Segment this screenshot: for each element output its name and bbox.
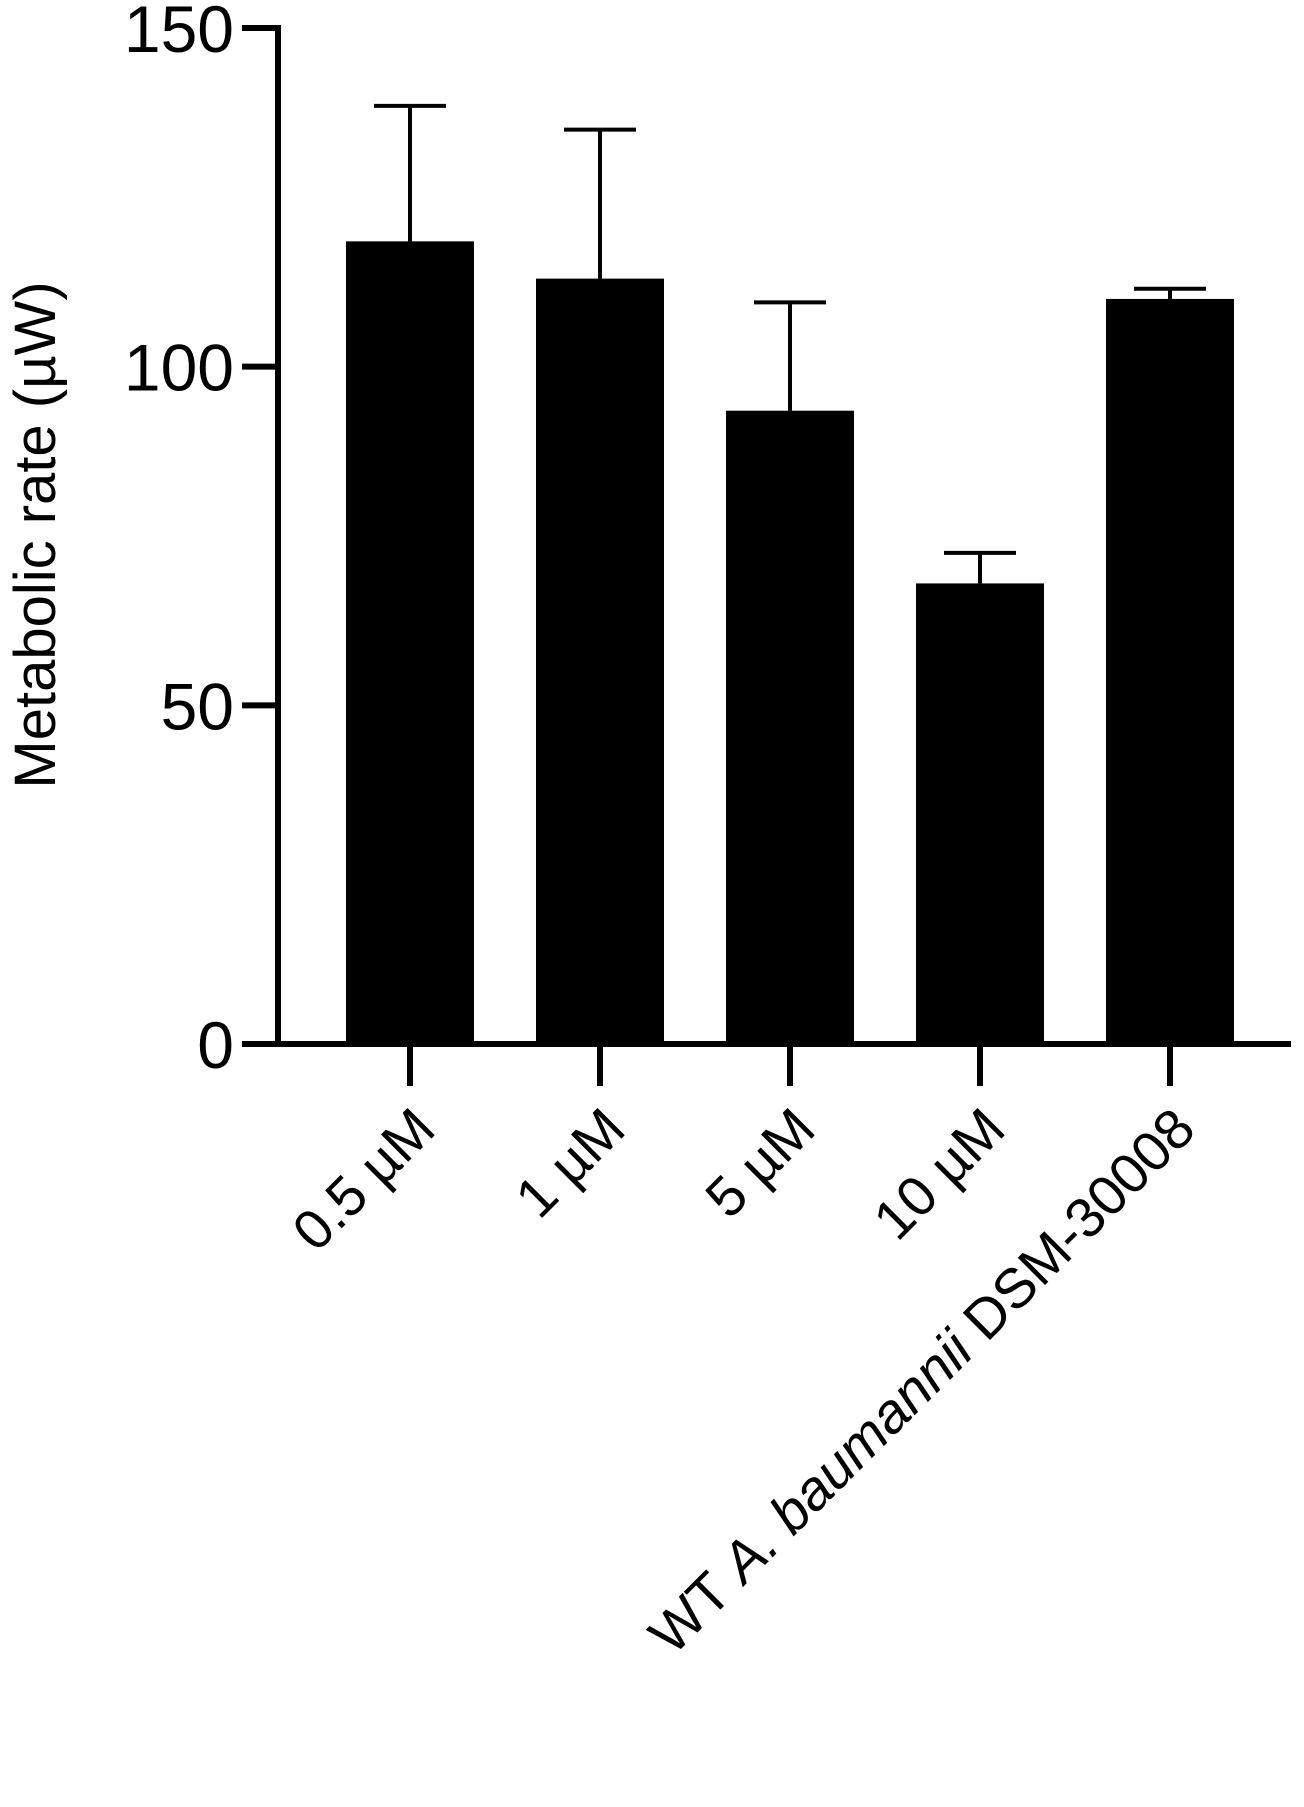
bar-2 xyxy=(726,410,854,1044)
y-tick-label-3: 150 xyxy=(124,0,234,66)
x-category-label-0: 0.5 µM xyxy=(280,1096,446,1262)
x-axis-ticks xyxy=(407,1044,1173,1086)
y-tick-label-2: 100 xyxy=(124,331,234,405)
bars xyxy=(346,241,1234,1045)
error-bars xyxy=(374,103,1206,584)
x-category-label-3: 10 µM xyxy=(861,1096,1016,1251)
bar-3 xyxy=(916,583,1044,1044)
x-category-label-2: 5 µM xyxy=(693,1096,826,1229)
y-tick-label-1: 50 xyxy=(161,669,234,743)
y-axis-title: Metabolic rate (µW) xyxy=(3,281,68,788)
y-axis-ticks: 0 50 100 150 xyxy=(124,0,278,1082)
bar-4 xyxy=(1106,298,1234,1044)
y-tick-label-0: 0 xyxy=(197,1008,234,1082)
bar-0 xyxy=(346,241,474,1045)
bar-1 xyxy=(536,278,664,1044)
x-category-label-1: 1 µM xyxy=(503,1096,636,1229)
